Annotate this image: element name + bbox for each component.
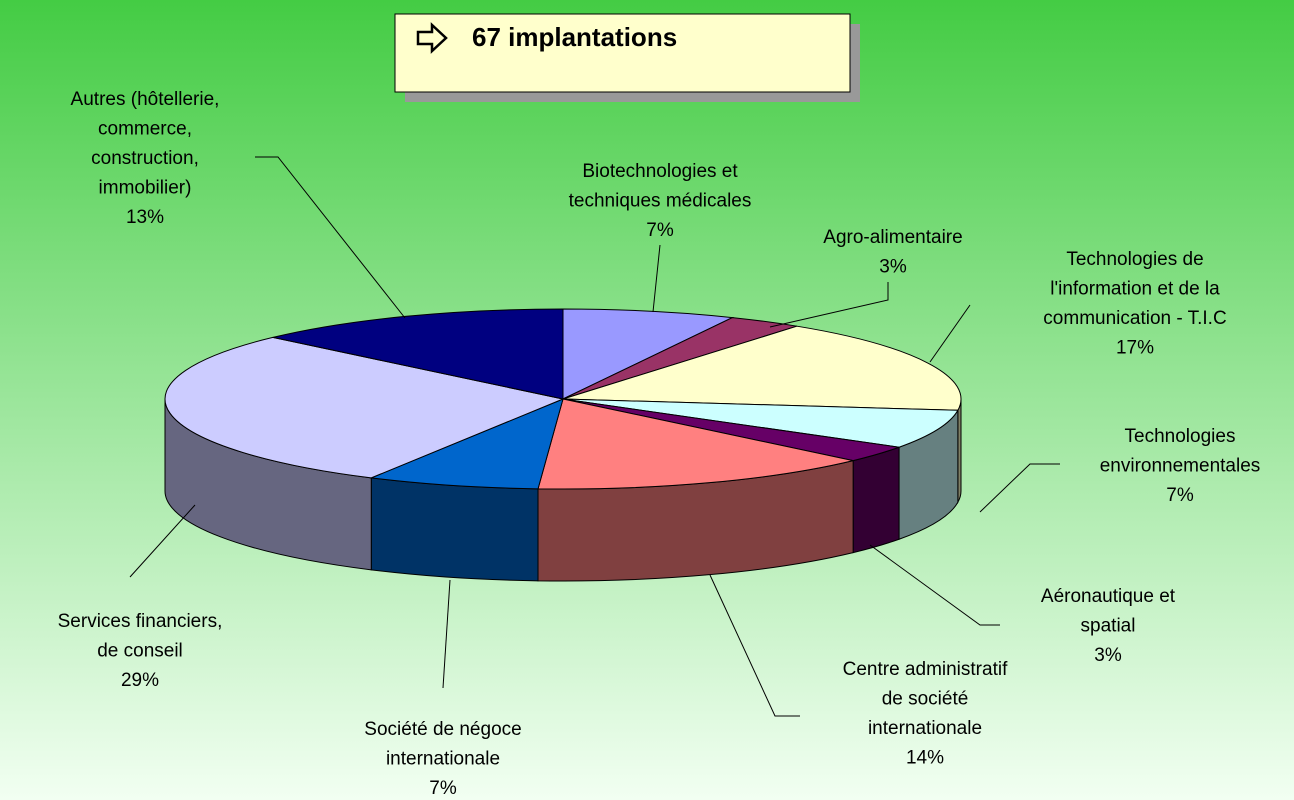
slice-label: Technologies <box>1125 426 1236 447</box>
slice <box>272 308 564 400</box>
slice-label: Autres (hôtellerie, <box>71 89 220 110</box>
leader-line <box>442 579 451 689</box>
leader-line <box>652 244 661 313</box>
leader-line <box>929 304 971 363</box>
slice-label: Agro-alimentaire <box>823 227 962 248</box>
leader-line <box>979 463 1060 513</box>
slice <box>369 398 564 490</box>
slice-label: spatial <box>1081 616 1136 637</box>
slice-label: construction, <box>91 148 199 169</box>
leader-line <box>255 156 406 319</box>
slice-label: Société de négoce <box>364 719 521 740</box>
value-label: 7% <box>429 778 457 799</box>
slice-label: commerce, <box>98 119 192 140</box>
labels: Biotechnologies et techniques médicales 7%… <box>58 89 1261 799</box>
slice <box>164 336 565 479</box>
slice-label: Aéronautique et <box>1041 586 1176 607</box>
value-label: 14% <box>906 748 944 769</box>
slice <box>562 308 735 400</box>
leader-line <box>769 282 889 328</box>
slice-label: techniques médicales <box>569 191 752 212</box>
slice-label: internationale <box>868 718 982 739</box>
value-label: 7% <box>646 220 674 241</box>
value-label: 3% <box>1094 645 1122 666</box>
slice-label: environnementales <box>1100 456 1261 477</box>
slice-label: l'information et de la <box>1050 279 1220 300</box>
slice <box>562 398 959 448</box>
leader-line <box>129 504 196 578</box>
title-box <box>394 13 851 93</box>
slice <box>537 398 854 490</box>
slice-label: communication - T.I.C <box>1043 308 1226 329</box>
pie <box>164 308 962 582</box>
slice-label: immobilier) <box>99 178 192 199</box>
slice <box>562 325 962 411</box>
slice-label: internationale <box>386 749 500 770</box>
slice-label: Centre administratif <box>843 659 1008 680</box>
chart-title: 67 implantations <box>472 22 677 52</box>
value-label: 13% <box>126 207 164 228</box>
slice-label: Services financiers, <box>58 611 223 632</box>
slice-side <box>852 446 900 554</box>
slice-label: Biotechnologies et <box>582 161 738 182</box>
value-label: 17% <box>1116 338 1154 359</box>
leader-line <box>709 574 800 717</box>
slice-label: de société <box>882 689 969 710</box>
value-label: 3% <box>879 257 907 278</box>
slice-side <box>370 477 539 582</box>
value-label: 7% <box>1166 485 1194 506</box>
value-label: 29% <box>121 670 159 691</box>
leader-line <box>869 544 1000 626</box>
arrow-icon <box>416 22 448 54</box>
slice-label: de conseil <box>97 641 183 662</box>
slice-label: Technologies de <box>1066 249 1203 270</box>
